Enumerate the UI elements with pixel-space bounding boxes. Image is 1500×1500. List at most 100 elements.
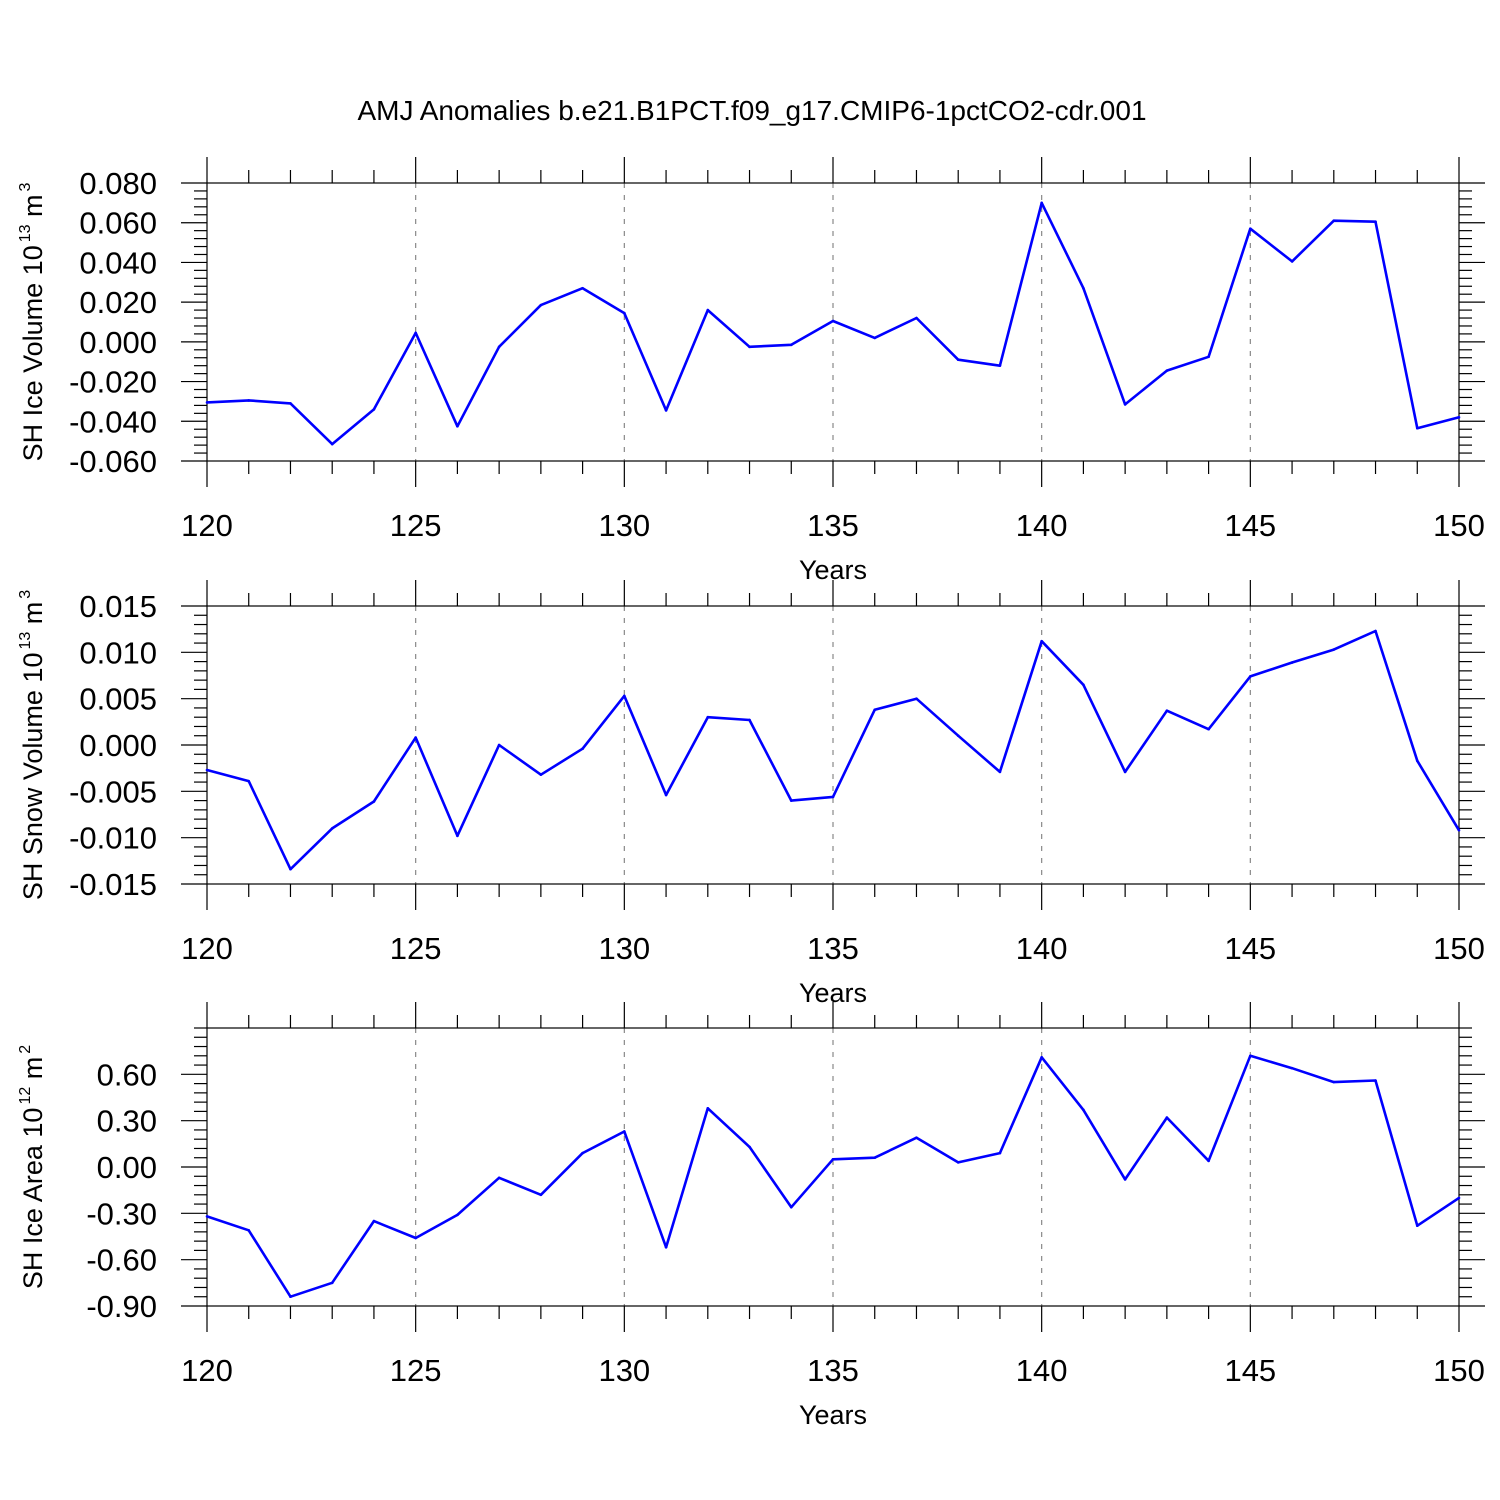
data-point <box>831 319 835 323</box>
data-point <box>1207 727 1210 731</box>
data-point <box>1415 1224 1419 1227</box>
x-tick-label: 135 <box>807 1353 859 1388</box>
series-line <box>206 201 1460 446</box>
data-point <box>915 316 918 320</box>
data-point <box>289 867 292 871</box>
y-tick-label: -0.90 <box>86 1289 157 1324</box>
y-tick-label: 0.60 <box>97 1057 157 1092</box>
y-tick-label: -0.015 <box>69 867 157 902</box>
plot-frame <box>206 605 1460 885</box>
x-tick-label: 125 <box>390 1353 442 1388</box>
data-point <box>414 736 417 739</box>
data-point <box>1332 219 1336 223</box>
data-point <box>1249 675 1252 678</box>
data-point <box>956 1161 960 1164</box>
data-point <box>1249 227 1252 230</box>
y-tick-label: -0.30 <box>86 1196 157 1231</box>
y-tick-label: -0.005 <box>69 774 157 809</box>
data-point <box>1165 1116 1169 1119</box>
data-point <box>581 1151 584 1155</box>
data-point <box>247 779 251 783</box>
data-point <box>748 345 751 349</box>
data-point <box>581 747 584 751</box>
data-point <box>1415 759 1419 763</box>
data-point <box>1123 770 1127 774</box>
data-point <box>1290 260 1294 263</box>
x-tick-label: 150 <box>1433 1353 1485 1388</box>
plot-frame <box>206 1027 1460 1307</box>
data-point <box>289 402 292 405</box>
x-tick-label: 145 <box>1224 508 1276 543</box>
data-point <box>247 1229 251 1232</box>
y-tick-label: 0.040 <box>79 245 157 280</box>
data-point <box>706 1107 710 1110</box>
y-axis-label-exponent: 13 <box>17 632 34 650</box>
data-point <box>664 1246 668 1249</box>
data-point <box>205 1215 209 1218</box>
data-point <box>748 1145 751 1149</box>
data-point <box>748 718 751 722</box>
x-tick-label: 150 <box>1433 931 1485 966</box>
y-axis-label-unit-exponent: 3 <box>17 182 34 191</box>
data-point <box>456 424 459 428</box>
data-point <box>1374 220 1377 224</box>
data-point <box>414 331 417 335</box>
data-point <box>1082 683 1085 687</box>
y-axis-label-text: SH Snow Volume 10 <box>18 653 48 901</box>
data-point <box>497 1176 501 1180</box>
data-point <box>1415 426 1419 430</box>
data-point <box>330 827 334 830</box>
data-point <box>1457 416 1461 419</box>
data-point <box>539 303 543 307</box>
data-point <box>664 793 668 797</box>
data-point <box>539 1193 543 1197</box>
data-point <box>205 401 209 404</box>
data-point <box>456 1213 459 1217</box>
data-point <box>706 715 710 719</box>
data-point <box>372 1219 376 1223</box>
data-point <box>1249 1054 1252 1058</box>
data-point <box>1374 1079 1377 1082</box>
x-tick-label: 140 <box>1016 931 1068 966</box>
y-axis-label-text: SH Ice Volume 10 <box>18 245 48 461</box>
data-point <box>289 1295 292 1299</box>
data-point <box>205 768 209 772</box>
data-point <box>623 311 626 315</box>
x-axis-label: Years <box>799 1400 867 1430</box>
data-point <box>372 800 376 803</box>
y-tick-label: 0.005 <box>79 682 157 717</box>
data-point <box>998 1151 1002 1155</box>
data-point <box>330 442 334 446</box>
y-tick-label: 0.30 <box>97 1104 157 1139</box>
data-point <box>1457 828 1461 832</box>
data-point <box>1123 1178 1127 1181</box>
y-axis-label-unit: m <box>18 1057 48 1087</box>
data-point <box>623 1130 626 1133</box>
data-point <box>1040 1056 1043 1059</box>
data-point <box>998 770 1002 774</box>
data-point <box>789 799 793 802</box>
x-tick-label: 150 <box>1433 508 1485 543</box>
data-point <box>664 409 668 412</box>
data-point <box>706 308 710 312</box>
x-tick-label: 130 <box>598 931 650 966</box>
data-point <box>1040 201 1043 205</box>
y-tick-label: 0.060 <box>79 206 157 241</box>
data-point <box>497 345 501 349</box>
y-tick-label: 0.00 <box>97 1150 157 1185</box>
x-tick-label: 135 <box>807 931 859 966</box>
x-tick-label: 125 <box>390 508 442 543</box>
data-point <box>1290 1066 1294 1070</box>
data-point <box>372 408 376 411</box>
data-point <box>1207 355 1210 359</box>
data-point <box>1165 369 1169 372</box>
data-point <box>1374 629 1377 633</box>
y-axis-label-exponent: 13 <box>17 224 34 242</box>
x-tick-label: 125 <box>390 931 442 966</box>
data-point <box>998 364 1002 367</box>
chart-title: AMJ Anomalies b.e21.B1PCT.f09_g17.CMIP6-… <box>357 95 1146 126</box>
y-axis-label-unit: m <box>18 194 48 224</box>
data-point <box>1332 1080 1336 1084</box>
data-point <box>873 1156 877 1160</box>
